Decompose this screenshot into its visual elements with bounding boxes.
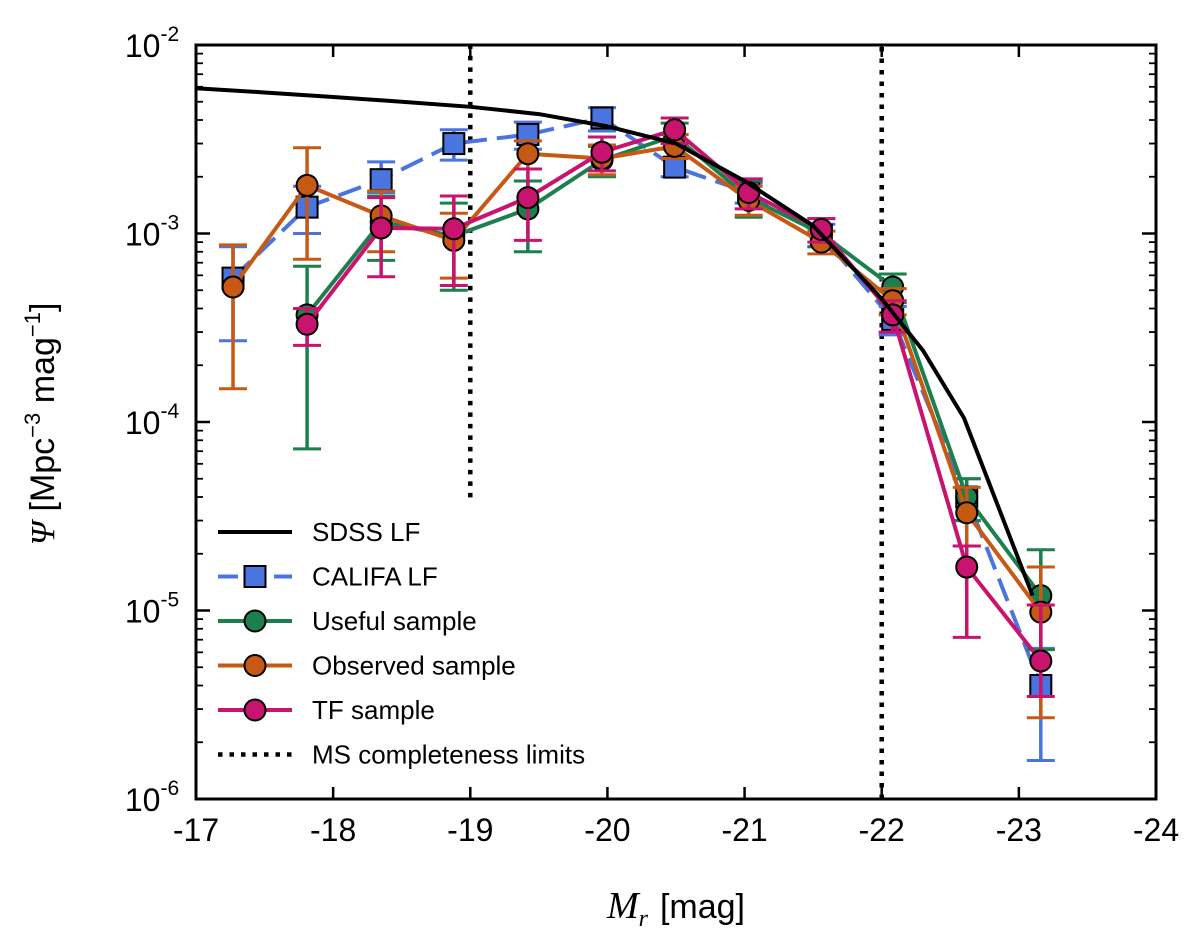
series-tf-sample (293, 116, 1055, 698)
legend-entry: SDSS LF (218, 517, 420, 547)
data-point (295, 312, 319, 336)
legend-entry: TF sample (218, 695, 435, 725)
data-point (516, 142, 540, 166)
data-point (369, 168, 393, 192)
legend-entry: CALIFA LF (218, 562, 438, 592)
data-point (369, 216, 393, 240)
series-line (231, 144, 1043, 614)
axis-ticks: -17 -18 -19 -20 -21 -22 -23 -24 10-2 10-3 10-4 10-5… (125, 23, 1179, 848)
x-tick-label: -19 (447, 812, 493, 848)
legend-label: TF sample (312, 695, 435, 725)
legend-entry: Useful sample (218, 606, 477, 636)
x-tick-label: -22 (859, 812, 905, 848)
x-tick-label: -23 (996, 812, 1042, 848)
legend-marker (243, 609, 267, 633)
legend-marker (243, 698, 267, 722)
legend-marker (243, 654, 267, 677)
data-point (955, 555, 979, 579)
x-tick-label: -21 (721, 812, 767, 848)
legend-label: Observed sample (312, 651, 516, 681)
data-point (516, 186, 540, 210)
data-point (809, 218, 833, 242)
legend-label: SDSS LF (312, 517, 420, 547)
legend-entry: MS completeness limits (218, 740, 585, 770)
x-tick-label: -17 (173, 812, 219, 848)
data-point (1029, 649, 1053, 673)
y-axis-title: Ψ[Mpc−3 mag−1] (20, 303, 62, 546)
x-tick-label: -18 (310, 812, 356, 848)
legend-entry: Observed sample (218, 651, 516, 681)
y-tick-label: 10-6 (125, 777, 179, 818)
data-point (295, 173, 319, 197)
y-tick-label: 10-5 (125, 589, 179, 630)
data-series (195, 86, 1055, 763)
legend-label: MS completeness limits (312, 740, 585, 770)
legend-label: CALIFA LF (312, 562, 438, 592)
data-point (221, 275, 245, 299)
x-axis-title: Mr [mag] (606, 885, 745, 932)
y-tick-label: 10-4 (125, 400, 180, 441)
y-tick-label: 10-3 (125, 212, 179, 253)
series-line (195, 86, 1035, 597)
data-point (663, 118, 687, 142)
series-sdss-lf (195, 86, 1035, 597)
data-point (590, 140, 614, 164)
legend: SDSS LF CALIFA LF Useful sample Observed sa… (218, 517, 585, 770)
legend-marker (243, 565, 267, 588)
x-tick-label: -24 (1133, 812, 1179, 848)
data-point (442, 217, 466, 241)
x-tick-label: -20 (584, 812, 630, 848)
legend-label: Useful sample (312, 606, 477, 636)
data-point (442, 132, 466, 156)
data-point (955, 501, 979, 525)
y-tick-label: 10-2 (125, 23, 179, 64)
